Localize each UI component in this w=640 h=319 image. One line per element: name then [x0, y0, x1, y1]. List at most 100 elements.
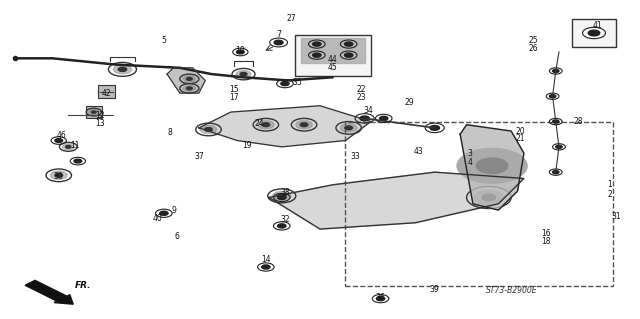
- FancyArrow shape: [25, 280, 73, 304]
- Text: 37: 37: [194, 152, 204, 161]
- Text: 18: 18: [541, 237, 551, 246]
- Text: 31: 31: [611, 212, 621, 221]
- Circle shape: [474, 190, 504, 205]
- Circle shape: [300, 123, 308, 127]
- Circle shape: [588, 30, 600, 36]
- Circle shape: [344, 53, 353, 57]
- Circle shape: [186, 78, 192, 80]
- Text: 30: 30: [54, 172, 63, 182]
- Circle shape: [92, 111, 96, 113]
- Text: 23: 23: [356, 93, 366, 102]
- Bar: [572, 19, 616, 47]
- Text: 15: 15: [229, 85, 239, 94]
- Circle shape: [296, 121, 312, 129]
- Circle shape: [89, 110, 99, 115]
- Circle shape: [556, 145, 562, 148]
- Text: 7: 7: [276, 30, 281, 39]
- Text: 22: 22: [356, 85, 366, 94]
- Circle shape: [240, 72, 247, 76]
- Text: 6: 6: [174, 233, 179, 241]
- Circle shape: [186, 87, 192, 90]
- Circle shape: [278, 196, 286, 199]
- Bar: [346, 122, 613, 286]
- Circle shape: [313, 42, 321, 46]
- Text: 41: 41: [593, 21, 602, 30]
- Circle shape: [113, 65, 132, 74]
- Circle shape: [345, 126, 353, 130]
- Bar: [294, 34, 371, 76]
- Circle shape: [66, 145, 71, 148]
- Circle shape: [273, 191, 291, 200]
- Circle shape: [360, 116, 369, 121]
- Text: 26: 26: [529, 44, 538, 53]
- Circle shape: [278, 194, 286, 198]
- Circle shape: [205, 128, 212, 131]
- Text: 8: 8: [168, 128, 173, 137]
- Text: 43: 43: [414, 147, 424, 156]
- Text: FR.: FR.: [75, 281, 91, 291]
- Circle shape: [430, 125, 440, 130]
- Text: ST73-B2900E: ST73-B2900E: [486, 286, 538, 295]
- Circle shape: [340, 124, 357, 132]
- Text: 27: 27: [287, 14, 296, 23]
- Polygon shape: [460, 125, 524, 210]
- Circle shape: [183, 76, 196, 82]
- Text: 45: 45: [328, 63, 338, 72]
- Polygon shape: [301, 38, 365, 63]
- Text: 35: 35: [293, 78, 303, 86]
- Circle shape: [63, 144, 74, 150]
- Circle shape: [281, 82, 289, 86]
- Text: 42: 42: [102, 89, 111, 98]
- Text: 34: 34: [363, 106, 372, 115]
- Circle shape: [552, 69, 559, 72]
- Circle shape: [457, 148, 527, 183]
- Bar: [86, 106, 102, 118]
- Text: 21: 21: [516, 134, 525, 144]
- Circle shape: [552, 120, 559, 123]
- Circle shape: [262, 123, 269, 127]
- Text: 9: 9: [171, 206, 176, 215]
- Polygon shape: [199, 106, 371, 147]
- Circle shape: [313, 53, 321, 57]
- Circle shape: [344, 42, 353, 46]
- Circle shape: [482, 194, 495, 201]
- Circle shape: [160, 211, 168, 215]
- Text: 2: 2: [607, 190, 612, 199]
- Text: 1: 1: [607, 180, 612, 189]
- Circle shape: [549, 95, 556, 98]
- Text: 28: 28: [573, 117, 583, 126]
- Text: 44: 44: [328, 56, 338, 64]
- Text: 4: 4: [467, 158, 472, 167]
- Text: 11: 11: [70, 141, 79, 150]
- Circle shape: [376, 297, 385, 301]
- Circle shape: [380, 116, 388, 121]
- Text: 36: 36: [376, 293, 385, 301]
- Text: 32: 32: [280, 215, 290, 224]
- Text: 13: 13: [95, 119, 105, 128]
- Text: 40: 40: [152, 213, 163, 222]
- Text: 14: 14: [261, 255, 271, 263]
- Circle shape: [274, 40, 283, 45]
- Text: 39: 39: [430, 285, 440, 294]
- Text: 3: 3: [467, 149, 472, 158]
- Bar: [98, 85, 115, 98]
- Circle shape: [552, 171, 559, 174]
- Circle shape: [74, 159, 82, 163]
- Circle shape: [55, 139, 63, 142]
- Circle shape: [476, 158, 508, 174]
- Text: 25: 25: [529, 36, 538, 45]
- Circle shape: [51, 171, 67, 179]
- Text: 46: 46: [57, 131, 67, 140]
- Circle shape: [183, 85, 196, 92]
- Text: 24: 24: [255, 119, 264, 128]
- Circle shape: [262, 265, 270, 269]
- Polygon shape: [167, 68, 205, 93]
- Text: 12: 12: [95, 111, 105, 120]
- Text: 29: 29: [404, 98, 414, 107]
- Circle shape: [55, 174, 63, 177]
- Circle shape: [118, 67, 127, 71]
- Circle shape: [200, 125, 217, 134]
- Circle shape: [257, 121, 274, 129]
- Circle shape: [278, 224, 286, 228]
- Text: 16: 16: [541, 229, 551, 238]
